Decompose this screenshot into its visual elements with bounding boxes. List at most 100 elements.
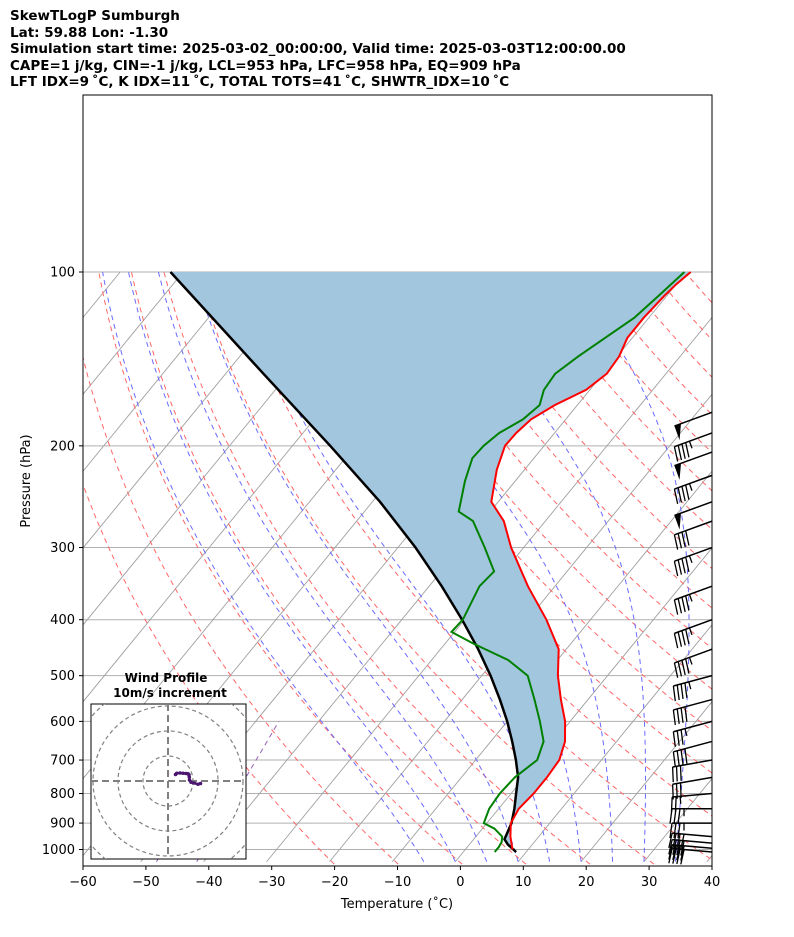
y-tick-label: 1000 [42, 843, 75, 858]
barb-feather [672, 731, 676, 747]
barb-feather [677, 808, 681, 824]
barb-feather [681, 660, 686, 676]
x-axis-label: Temperature (˚C) [340, 896, 453, 912]
y-tick-label: 400 [50, 613, 75, 628]
dry-adiabat [619, 271, 712, 378]
barb-feather [680, 729, 684, 745]
moist-adiabat [128, 271, 456, 862]
y-tick-label: 300 [50, 541, 75, 556]
x-tick-label: 40 [704, 875, 721, 890]
barb-feather [676, 840, 681, 856]
isotherm-line [83, 271, 310, 549]
barb-feather [684, 682, 688, 698]
isotherm-line [83, 271, 247, 472]
stability-indices-line1: CAPE=1 j/kg, CIN=-1 j/kg, LCL=953 hPa, L… [10, 57, 521, 74]
barb-feather [685, 595, 690, 611]
y-tick-label: 200 [50, 439, 75, 454]
isotherm-line [580, 701, 712, 863]
wind-barb [671, 776, 713, 800]
barb-feather [677, 598, 683, 614]
y-tick-label: 900 [50, 817, 75, 832]
barb-staff [674, 585, 713, 601]
figure-title-block: SkewTLogP Sumburgh Lat: 59.88 Lon: -1.30… [10, 8, 626, 91]
moist-adiabat [157, 271, 488, 862]
station-location: Lat: 59.88 Lon: -1.30 [10, 24, 169, 41]
inset-title: Wind Profile [125, 671, 208, 685]
barb-staff [673, 720, 713, 733]
x-tick-label: 10 [515, 875, 532, 890]
barb-staff [674, 432, 713, 448]
x-tick-label: −20 [321, 875, 348, 890]
x-tick-label: −40 [195, 875, 222, 890]
barb-staff [674, 546, 713, 562]
temperature-profile-line [490, 271, 692, 850]
isotherm-line [517, 624, 712, 863]
dry-adiabat [196, 271, 655, 865]
barb-feather [673, 822, 677, 839]
hodograph-point [187, 778, 192, 782]
wind-barb [672, 698, 713, 726]
barb-staff [674, 451, 713, 467]
barb-staff [674, 411, 713, 427]
hodograph-point [178, 771, 182, 775]
barb-half-feather [688, 555, 693, 564]
barb-feather [675, 783, 678, 799]
wind-barb [672, 674, 713, 702]
barb-feather [677, 559, 683, 575]
barb-feather [673, 534, 679, 550]
dry-adiabat [83, 355, 399, 865]
dry-adiabat [684, 271, 712, 304]
isotherm-line [392, 470, 712, 863]
y-axis-label: Pressure (hPa) [19, 434, 34, 527]
barb-feather [685, 658, 690, 674]
barb-feather [676, 833, 681, 849]
barb-feather [681, 558, 686, 574]
barb-feather [680, 834, 685, 850]
barb-half-feather [688, 681, 692, 690]
dry-adiabat [717, 272, 794, 864]
y-tick-label: 100 [50, 266, 75, 281]
barb-feather [685, 629, 690, 645]
x-tick-label: 20 [578, 875, 595, 890]
barb-feather [668, 839, 673, 855]
barb-staff [672, 792, 713, 798]
wind-barb [670, 792, 713, 813]
wind-barb [673, 474, 713, 504]
barb-staff [672, 776, 713, 786]
barb-staff [674, 520, 713, 536]
wind-barb [674, 501, 713, 530]
barb-half-feather [688, 483, 693, 491]
axes: −60 −50 −40 −30 −20 −10 0 10 20 30 40 1000 900 800 700… [42, 266, 720, 891]
wind-profile-inset: Wind Profile 10m/s increment [90, 671, 247, 860]
moist-adiabat [449, 271, 646, 862]
dry-adiabat [586, 271, 712, 416]
barb-feather [676, 684, 680, 701]
y-tick-label: 800 [50, 787, 75, 802]
wind-barbs [668, 411, 713, 865]
hodograph-point [196, 782, 200, 787]
barb-feather [673, 446, 679, 462]
barb-feather [681, 443, 686, 459]
cape-cin-fill [170, 272, 691, 850]
barb-feather [669, 822, 673, 839]
barb-feather [673, 488, 679, 504]
barb-feather [681, 531, 686, 547]
barb-half-feather [688, 440, 693, 449]
x-tick-label: −30 [258, 875, 285, 890]
barb-feather [677, 487, 683, 503]
x-tick-label: −50 [132, 875, 159, 890]
barb-feather [680, 840, 685, 856]
barb-staff [674, 474, 713, 490]
barb-half-feather [688, 657, 693, 665]
barb-staff [673, 740, 713, 753]
y-tick-label: 500 [50, 669, 75, 684]
barb-feather [681, 597, 686, 613]
moist-adiabat [102, 271, 425, 862]
hodograph-point [192, 781, 196, 785]
barb-half-feather [684, 728, 688, 737]
x-tick-label: 0 [456, 875, 464, 890]
x-tick-label: 30 [641, 875, 658, 890]
barb-feather [675, 766, 678, 782]
y-tick-label: 700 [50, 754, 75, 769]
barb-feather [685, 442, 690, 458]
